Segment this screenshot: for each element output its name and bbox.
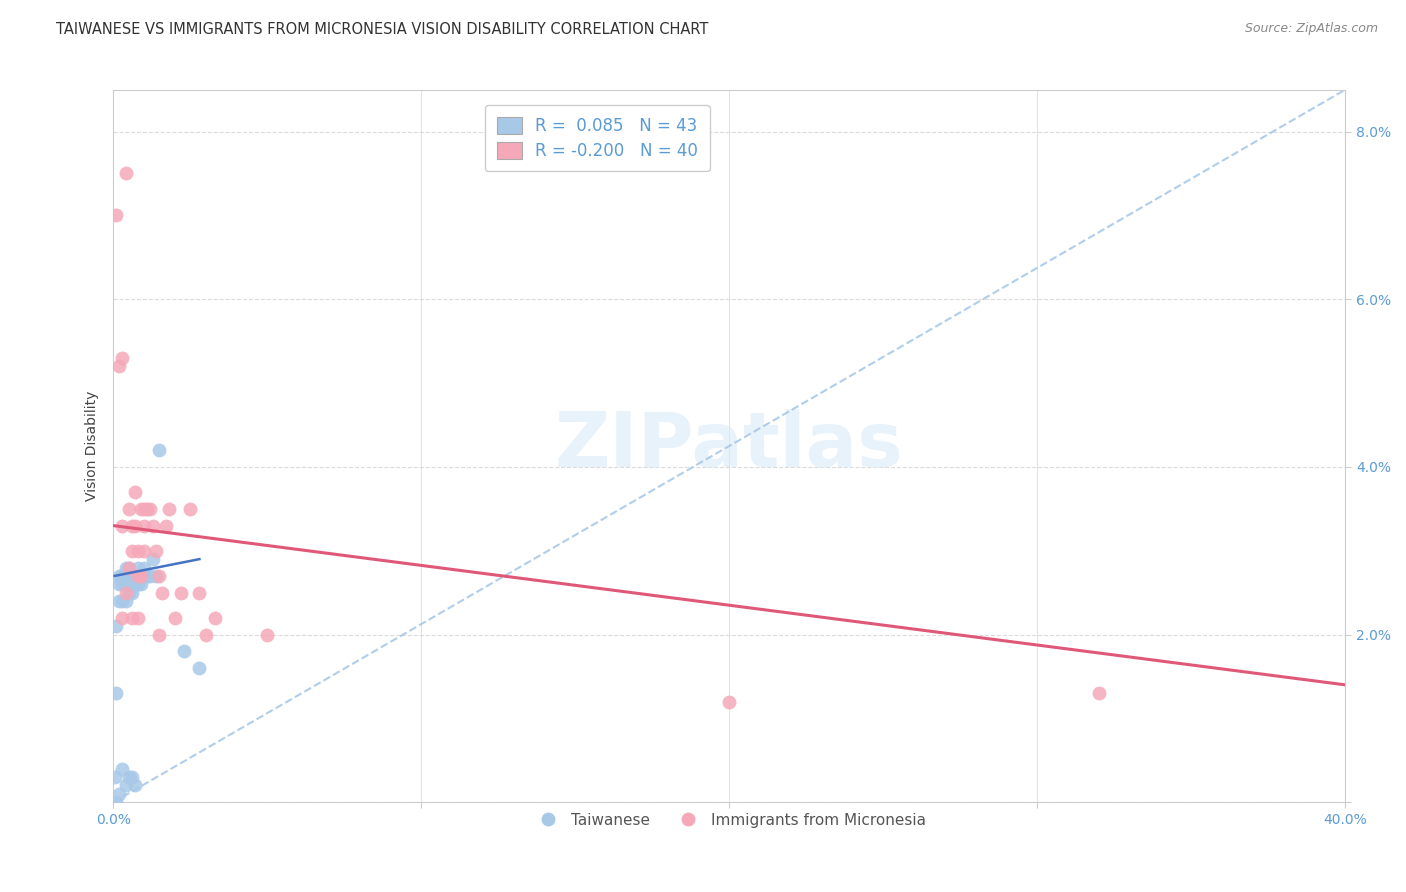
Point <box>121 569 143 583</box>
Point <box>117 585 139 599</box>
Point <box>127 569 149 583</box>
Point <box>121 543 143 558</box>
Point <box>129 501 152 516</box>
Text: ZIPatlas: ZIPatlas <box>555 409 904 483</box>
Point <box>188 585 211 599</box>
Point <box>188 661 211 675</box>
Point <box>157 501 180 516</box>
Point <box>105 619 128 633</box>
Point <box>136 501 159 516</box>
Point <box>124 569 146 583</box>
Text: Source: ZipAtlas.com: Source: ZipAtlas.com <box>1244 22 1378 36</box>
Legend: Taiwanese, Immigrants from Micronesia: Taiwanese, Immigrants from Micronesia <box>527 806 932 834</box>
Point <box>114 560 136 574</box>
Point <box>105 686 128 700</box>
Point <box>127 611 149 625</box>
Point <box>108 594 131 608</box>
Point <box>132 543 155 558</box>
Point <box>124 577 146 591</box>
Point <box>129 569 152 583</box>
Point <box>114 577 136 591</box>
Point <box>111 611 134 625</box>
Point <box>114 569 136 583</box>
Point <box>142 518 165 533</box>
Text: TAIWANESE VS IMMIGRANTS FROM MICRONESIA VISION DISABILITY CORRELATION CHART: TAIWANESE VS IMMIGRANTS FROM MICRONESIA … <box>56 22 709 37</box>
Point <box>132 569 155 583</box>
Point <box>111 518 134 533</box>
Point <box>127 569 149 583</box>
Point <box>121 585 143 599</box>
Point <box>117 560 139 574</box>
Point <box>173 644 195 658</box>
Point <box>111 577 134 591</box>
Point <box>108 577 131 591</box>
Point <box>121 518 143 533</box>
Point <box>129 569 152 583</box>
Point <box>121 577 143 591</box>
Point <box>124 518 146 533</box>
Point <box>114 594 136 608</box>
Point <box>132 501 155 516</box>
Point <box>139 569 162 583</box>
Point <box>145 569 167 583</box>
Point <box>121 770 143 784</box>
Point <box>117 577 139 591</box>
Point <box>117 569 139 583</box>
Point <box>179 501 201 516</box>
Point <box>114 585 136 599</box>
Point <box>204 611 226 625</box>
Point <box>114 779 136 793</box>
Point <box>108 359 131 374</box>
Point <box>105 208 128 222</box>
Point <box>142 552 165 566</box>
Point <box>148 569 170 583</box>
Point <box>105 795 128 809</box>
Point <box>117 560 139 574</box>
Point <box>132 560 155 574</box>
Point <box>117 501 139 516</box>
Point <box>124 485 146 500</box>
Point <box>114 166 136 180</box>
Point <box>108 569 131 583</box>
Point <box>163 611 186 625</box>
Point <box>152 585 174 599</box>
Point <box>132 518 155 533</box>
Point <box>111 351 134 365</box>
Point <box>155 518 177 533</box>
Point <box>718 695 741 709</box>
Point <box>148 443 170 458</box>
Point <box>111 594 134 608</box>
Point <box>256 627 278 641</box>
Point <box>136 569 159 583</box>
Point <box>117 770 139 784</box>
Point <box>127 577 149 591</box>
Y-axis label: Vision Disability: Vision Disability <box>86 391 100 501</box>
Point <box>170 585 193 599</box>
Point <box>108 787 131 801</box>
Point <box>148 627 170 641</box>
Point <box>104 770 127 784</box>
Point <box>124 779 146 793</box>
Point <box>1088 686 1111 700</box>
Point <box>127 543 149 558</box>
Point <box>111 762 134 776</box>
Point <box>139 501 162 516</box>
Point <box>194 627 217 641</box>
Point <box>129 577 152 591</box>
Point <box>121 611 143 625</box>
Point <box>127 560 149 574</box>
Point <box>111 569 134 583</box>
Point <box>145 543 167 558</box>
